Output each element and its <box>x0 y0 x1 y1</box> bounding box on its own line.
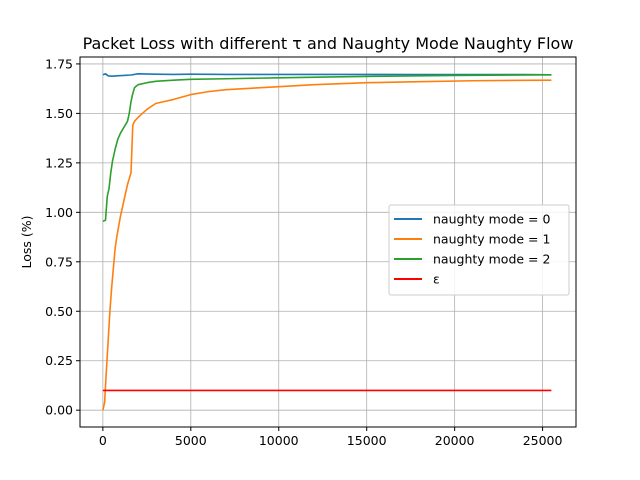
grid <box>80 57 576 427</box>
axis-ticks: 0 5000 10000 15000 20000 25000 0.00 0.25 0.50 0.7… <box>45 56 562 448</box>
legend-label: naughty mode = 0 <box>433 212 551 227</box>
series-lines <box>102 73 552 411</box>
series-line-2 <box>102 74 552 222</box>
y-axis-label: Loss (%) <box>19 215 34 268</box>
x-tick-label: 20000 <box>435 433 475 448</box>
y-tick-label: 1.75 <box>45 56 73 71</box>
legend-label: naughty mode = 2 <box>433 252 550 267</box>
series-line-1 <box>102 79 552 411</box>
legend: naughty mode = 0 naughty mode = 1 naughty … <box>388 204 570 296</box>
y-tick-label: 1.50 <box>45 106 73 121</box>
y-tick-label: 0.50 <box>45 304 73 319</box>
y-tick-label: 1.25 <box>45 155 73 170</box>
y-tick-label: 0.25 <box>45 353 73 368</box>
y-tick-label: 0.75 <box>45 254 73 269</box>
legend-label: naughty mode = 1 <box>433 232 550 247</box>
x-tick-label: 15000 <box>347 433 387 448</box>
x-tick-label: 25000 <box>523 433 563 448</box>
x-tick-label: 5000 <box>175 433 207 448</box>
x-tick-label: 10000 <box>259 433 299 448</box>
x-tick-label: 0 <box>99 433 107 448</box>
legend-label: ε <box>433 272 440 287</box>
chart-title: Packet Loss with different τ and Naughty… <box>83 34 574 53</box>
legend-box <box>388 204 570 296</box>
plot-frame <box>79 56 577 428</box>
y-tick-label: 1.00 <box>45 205 73 220</box>
series-line-0 <box>102 73 552 77</box>
y-tick-label: 0.00 <box>45 403 73 418</box>
